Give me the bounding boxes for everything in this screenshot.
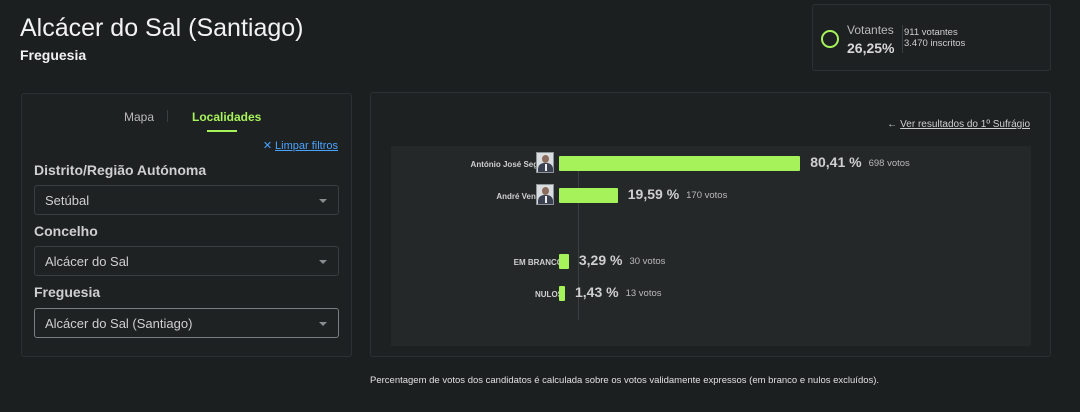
clear-filters-link[interactable]: ✕ Limpar filtros: [263, 139, 338, 152]
result-bar: [559, 188, 618, 203]
active-tab-indicator: [207, 130, 237, 132]
result-row: EM BRANCO 3,29 % 30 votos: [391, 252, 1031, 274]
turnout-label: Votantes: [847, 23, 894, 37]
parish-select[interactable]: Alcácer do Sal (Santiago): [34, 308, 339, 338]
tab-localidades-label: Localidades: [192, 110, 262, 124]
chevron-down-icon: [319, 260, 327, 264]
close-icon: ✕: [262, 140, 273, 152]
divider: [902, 25, 903, 53]
result-bar: [559, 156, 801, 171]
tab-map[interactable]: Mapa: [124, 110, 155, 124]
result-row: NULOS 1,43 % 13 votos: [391, 284, 1031, 306]
candidate-photo: [536, 152, 554, 173]
result-bar: [559, 286, 565, 301]
result-percent: 3,29 %: [578, 252, 623, 268]
turnout-percent: 26,25%: [847, 40, 895, 56]
result-bar: [559, 254, 569, 269]
result-votes: 698 votos: [868, 158, 910, 169]
turnout-card: Votantes 26,25% 911 votantes 3.470 inscr…: [812, 4, 1051, 71]
voters-count: 911 votantes: [904, 27, 958, 38]
results-panel: ← Ver resultados do 1º Sufrágio António J…: [370, 92, 1051, 357]
arrow-left-icon: ←: [887, 119, 898, 130]
chevron-down-icon: [319, 199, 327, 203]
results-chart: António José Seguro 80,41 % 698 votos André…: [391, 146, 1031, 346]
council-select[interactable]: Alcácer do Sal: [34, 246, 339, 276]
candidate-name: André Ventura: [496, 192, 551, 201]
page-subtitle: Freguesia: [20, 47, 87, 63]
council-label: Concelho: [34, 223, 98, 239]
district-value: Setúbal: [45, 193, 90, 208]
candidate-photo: [536, 184, 554, 205]
filters-panel: Mapa Localidades ✕ Limpar filtros Distrit…: [21, 93, 352, 357]
candidate-name: NULOS: [535, 290, 563, 299]
tab-divider: [167, 110, 168, 122]
result-percent: 19,59 %: [627, 186, 680, 202]
result-percent: 1,43 %: [575, 284, 619, 300]
chevron-down-icon: [319, 322, 327, 326]
clear-filters-label: Limpar filtros: [275, 140, 338, 152]
first-round-link[interactable]: ← Ver resultados do 1º Sufrágio: [887, 119, 1030, 130]
result-votes: 13 votos: [625, 288, 662, 299]
result-votes: 170 votos: [686, 190, 728, 201]
registered-count: 3.470 inscritos: [904, 38, 966, 49]
tab-localidades[interactable]: Localidades: [192, 110, 262, 132]
result-votes: 30 votos: [629, 256, 666, 267]
result-row: António José Seguro 80,41 % 698 votos: [391, 152, 1031, 176]
district-label: Distrito/Região Autónoma: [34, 162, 207, 178]
district-select[interactable]: Setúbal: [34, 185, 339, 215]
parish-label: Freguesia: [34, 284, 101, 300]
candidate-name: António José Seguro: [470, 160, 551, 169]
parish-value: Alcácer do Sal (Santiago): [45, 316, 193, 331]
chart-axis: [578, 160, 579, 320]
footnote: Percentagem de votos dos candidatos é ca…: [370, 375, 880, 386]
page-title: Alcácer do Sal (Santiago): [20, 14, 304, 42]
candidate-name: EM BRANCO: [513, 258, 563, 267]
result-row: André Ventura 19,59 % 170 votos: [391, 184, 1031, 208]
first-round-link-label: Ver resultados do 1º Sufrágio: [900, 119, 1030, 130]
result-percent: 80,41 %: [810, 154, 862, 170]
council-value: Alcácer do Sal: [45, 254, 129, 269]
circle-icon: [821, 30, 839, 48]
